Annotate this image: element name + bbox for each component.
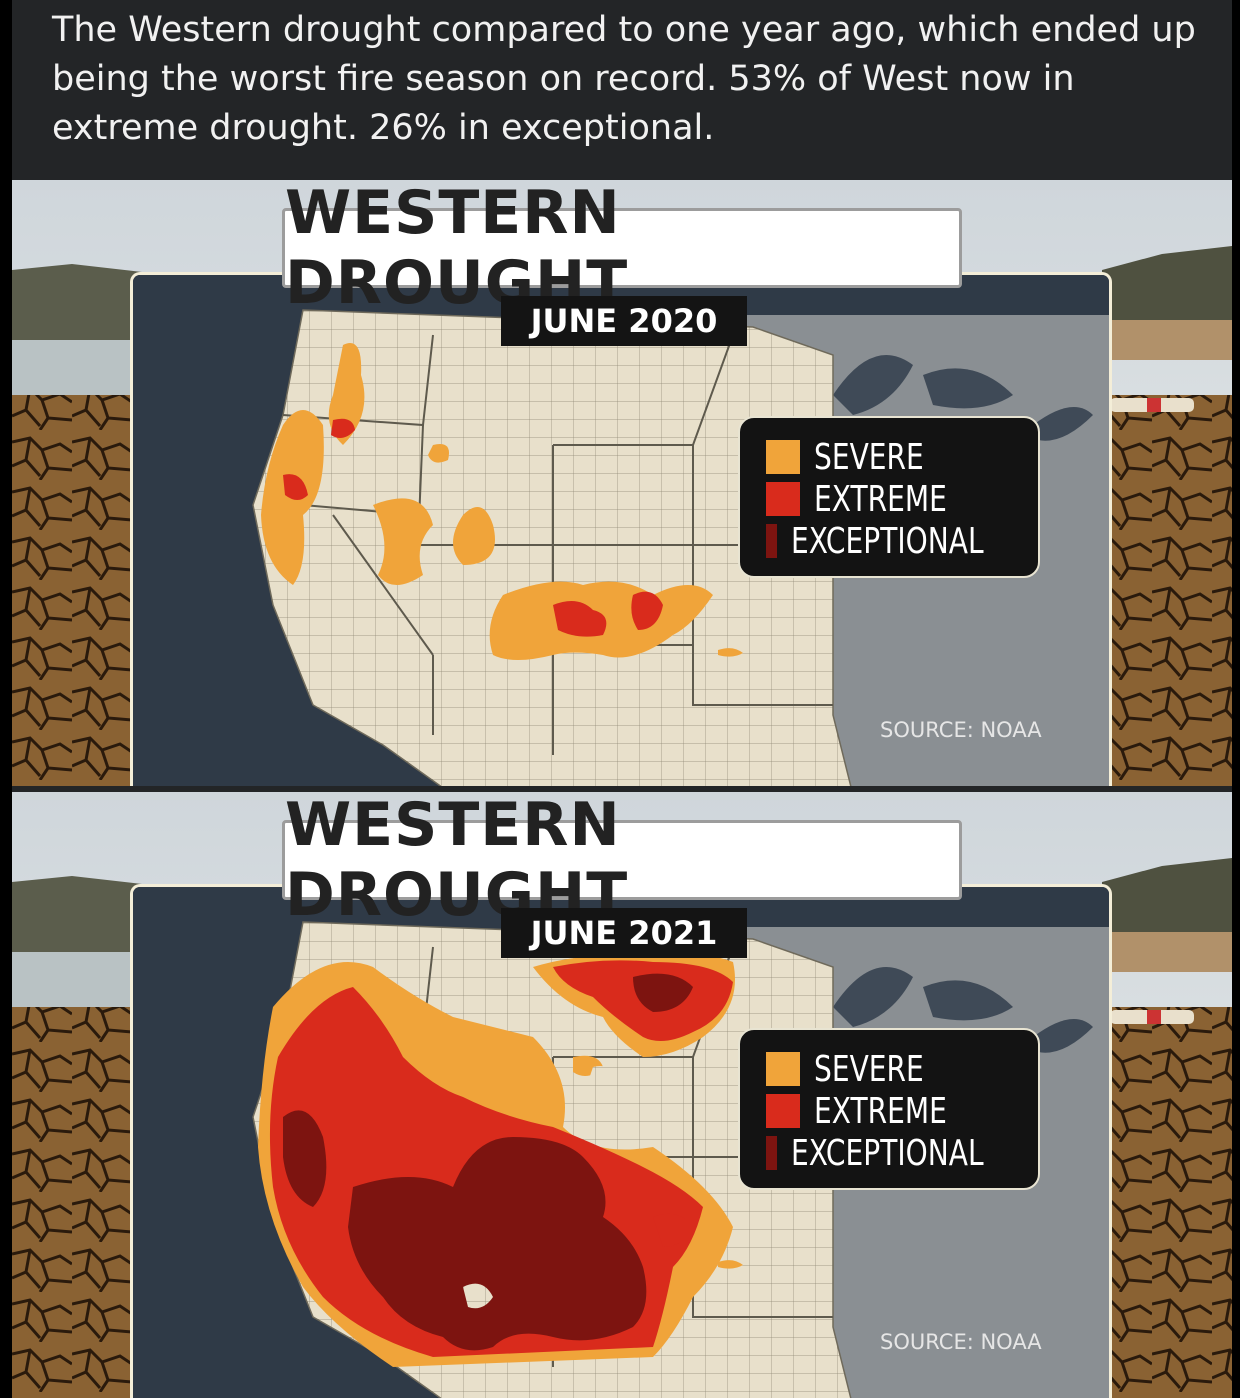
post-caption: The Western drought compared to one year… xyxy=(52,10,1196,148)
post-card: The Western drought compared to one year… xyxy=(12,0,1232,1398)
map-legend: SEVERE EXTREME EXCEPTIONAL xyxy=(738,416,1040,578)
map-date: JUNE 2021 xyxy=(501,908,747,958)
drought-map-panel-2021[interactable]: WESTERN DROUGHT JUNE 2021 SEVERE EXTREME… xyxy=(12,792,1232,1398)
map-date: JUNE 2020 xyxy=(501,296,747,346)
legend-item-extreme: EXTREME xyxy=(766,1090,1038,1132)
exceptional-swatch xyxy=(766,1136,778,1170)
extreme-swatch xyxy=(766,482,800,516)
legend-label: EXTREME xyxy=(814,478,947,520)
legend-label: SEVERE xyxy=(814,1048,924,1090)
map-title: WESTERN DROUGHT xyxy=(282,180,962,318)
exceptional-drought-areas xyxy=(283,973,693,1351)
source-credit: SOURCE: NOAA xyxy=(880,1330,1042,1354)
severe-swatch xyxy=(766,1052,800,1086)
severe-swatch xyxy=(766,440,800,474)
source-credit: SOURCE: NOAA xyxy=(880,718,1042,742)
legend-label: EXCEPTIONAL xyxy=(791,1132,984,1174)
legend-item-severe: SEVERE xyxy=(766,1048,1038,1090)
western-us-region xyxy=(253,310,851,786)
extreme-drought-areas xyxy=(283,418,663,637)
map-title: WESTERN DROUGHT xyxy=(282,792,962,930)
legend-item-severe: SEVERE xyxy=(766,436,1038,478)
legend-item-exceptional: EXCEPTIONAL xyxy=(766,1132,1038,1174)
legend-item-exceptional: EXCEPTIONAL xyxy=(766,520,1038,562)
exceptional-swatch xyxy=(766,524,778,558)
drought-map-panel-2020[interactable]: WESTERN DROUGHT JUNE 2020 SEVERE EXTREME… xyxy=(12,180,1232,786)
legend-label: SEVERE xyxy=(814,436,924,478)
extreme-swatch xyxy=(766,1094,800,1128)
legend-label: EXCEPTIONAL xyxy=(791,520,984,562)
legend-item-extreme: EXTREME xyxy=(766,478,1038,520)
map-legend: SEVERE EXTREME EXCEPTIONAL xyxy=(738,1028,1040,1190)
legend-label: EXTREME xyxy=(814,1090,947,1132)
